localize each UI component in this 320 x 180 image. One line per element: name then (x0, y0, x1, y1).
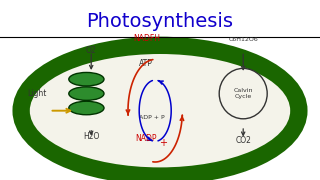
Ellipse shape (30, 54, 290, 167)
Text: Light: Light (27, 89, 46, 98)
Ellipse shape (69, 101, 104, 115)
Text: O2: O2 (86, 46, 97, 55)
Ellipse shape (219, 68, 267, 119)
Text: Photosynthesis: Photosynthesis (86, 12, 234, 31)
Text: NADFH: NADFH (134, 34, 161, 43)
Ellipse shape (69, 87, 104, 100)
Text: ATP: ATP (139, 59, 153, 68)
Ellipse shape (69, 72, 104, 86)
Text: CO2: CO2 (235, 136, 251, 145)
Text: ADP + P: ADP + P (139, 115, 165, 120)
Text: NADP: NADP (135, 134, 156, 143)
Ellipse shape (21, 45, 299, 176)
Text: Calvin
Cycle: Calvin Cycle (234, 88, 253, 99)
Text: C6H12O6: C6H12O6 (228, 37, 258, 42)
Text: H2O: H2O (83, 132, 100, 141)
Text: +: + (159, 138, 167, 148)
